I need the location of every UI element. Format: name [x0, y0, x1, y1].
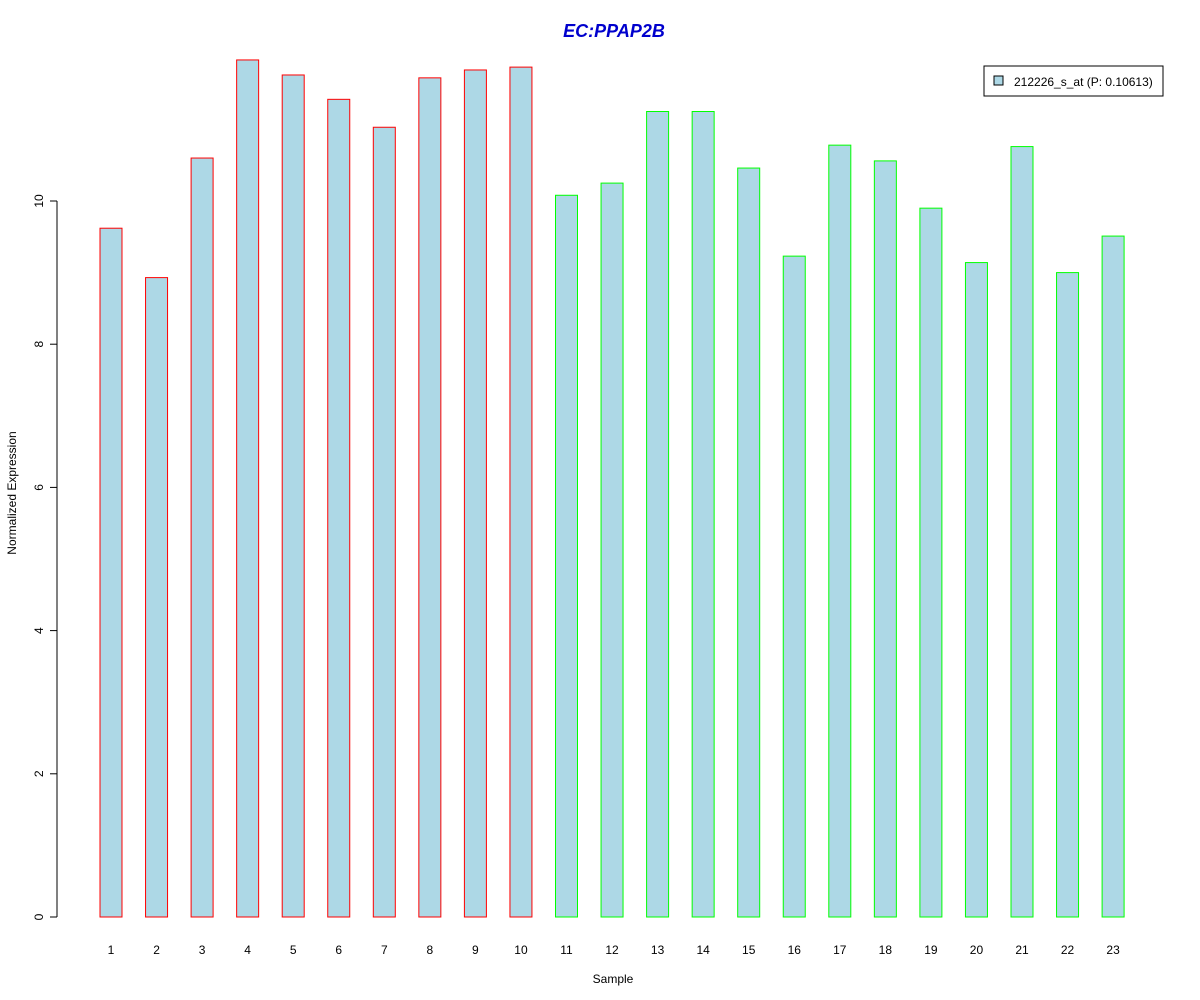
x-tick-labels: 1 2 3 4 5 6 7 8 9 10 11 12 13 14 15 16 17 18 19 20 21 22 23 [108, 943, 1120, 957]
bar-sample-7 [372, 126, 396, 918]
x-tick-label: 3 [199, 943, 206, 957]
y-axis: 0 2 4 6 8 10 [32, 194, 58, 920]
bar-sample-6 [327, 98, 351, 918]
x-tick-label: 18 [879, 943, 893, 957]
bar-sample-1 [99, 227, 123, 918]
x-axis-title: Sample [593, 972, 634, 986]
x-tick-label: 23 [1106, 943, 1120, 957]
legend-box [983, 65, 1164, 97]
bar-sample-9 [463, 69, 487, 918]
y-tick-label: 10 [32, 194, 46, 208]
x-tick-label: 6 [335, 943, 342, 957]
bar-sample-16 [782, 255, 806, 918]
bar-sample-18 [873, 160, 897, 918]
x-tick-label: 20 [970, 943, 984, 957]
x-tick-label: 1 [108, 943, 115, 957]
bar-sample-20 [964, 262, 988, 918]
bar-sample-8 [418, 77, 442, 918]
y-tick-label: 4 [32, 627, 46, 634]
y-tick-label: 8 [32, 341, 46, 348]
bar-sample-2 [145, 277, 169, 918]
x-tick-label: 22 [1061, 943, 1075, 957]
x-tick-label: 11 [560, 943, 573, 957]
x-tick-label: 10 [514, 943, 528, 957]
x-tick-label: 14 [696, 943, 710, 957]
legend: 212226_s_at (P: 0.10613) [983, 65, 1164, 97]
x-tick-label: 13 [651, 943, 665, 957]
y-axis-title: Normalized Expression [5, 431, 19, 554]
bar-sample-21 [1010, 146, 1034, 918]
x-tick-label: 21 [1015, 943, 1029, 957]
legend-swatch [993, 75, 1004, 86]
x-tick-label: 9 [472, 943, 479, 957]
bar-sample-4 [236, 59, 260, 918]
bar-sample-10 [509, 66, 533, 918]
bar-sample-19 [919, 207, 943, 918]
y-tick-label: 2 [32, 770, 46, 777]
bar-series [99, 59, 1125, 918]
bar-sample-5 [281, 74, 305, 918]
bar-sample-13 [646, 111, 670, 918]
x-tick-label: 17 [833, 943, 847, 957]
bar-sample-11 [555, 194, 578, 918]
bar-sample-17 [828, 144, 852, 918]
x-tick-label: 16 [788, 943, 802, 957]
bar-sample-3 [190, 157, 214, 918]
bar-sample-15 [737, 167, 761, 918]
bar-sample-23 [1101, 235, 1125, 918]
y-tick-label: 6 [32, 484, 46, 491]
x-tick-label: 8 [427, 943, 434, 957]
legend-entry-label: 212226_s_at (P: 0.10613) [1014, 75, 1153, 89]
y-tick-label: 0 [32, 913, 46, 920]
chart-title: EC:PPAP2B [563, 21, 665, 41]
x-tick-label: 7 [381, 943, 388, 957]
x-tick-label: 12 [605, 943, 619, 957]
x-tick-label: 5 [290, 943, 297, 957]
bar-sample-14 [691, 111, 715, 918]
bar-sample-22 [1056, 272, 1080, 918]
x-tick-label: 2 [153, 943, 160, 957]
x-tick-label: 19 [924, 943, 938, 957]
x-tick-label: 15 [742, 943, 756, 957]
x-tick-label: 4 [244, 943, 251, 957]
bar-sample-12 [600, 182, 624, 918]
